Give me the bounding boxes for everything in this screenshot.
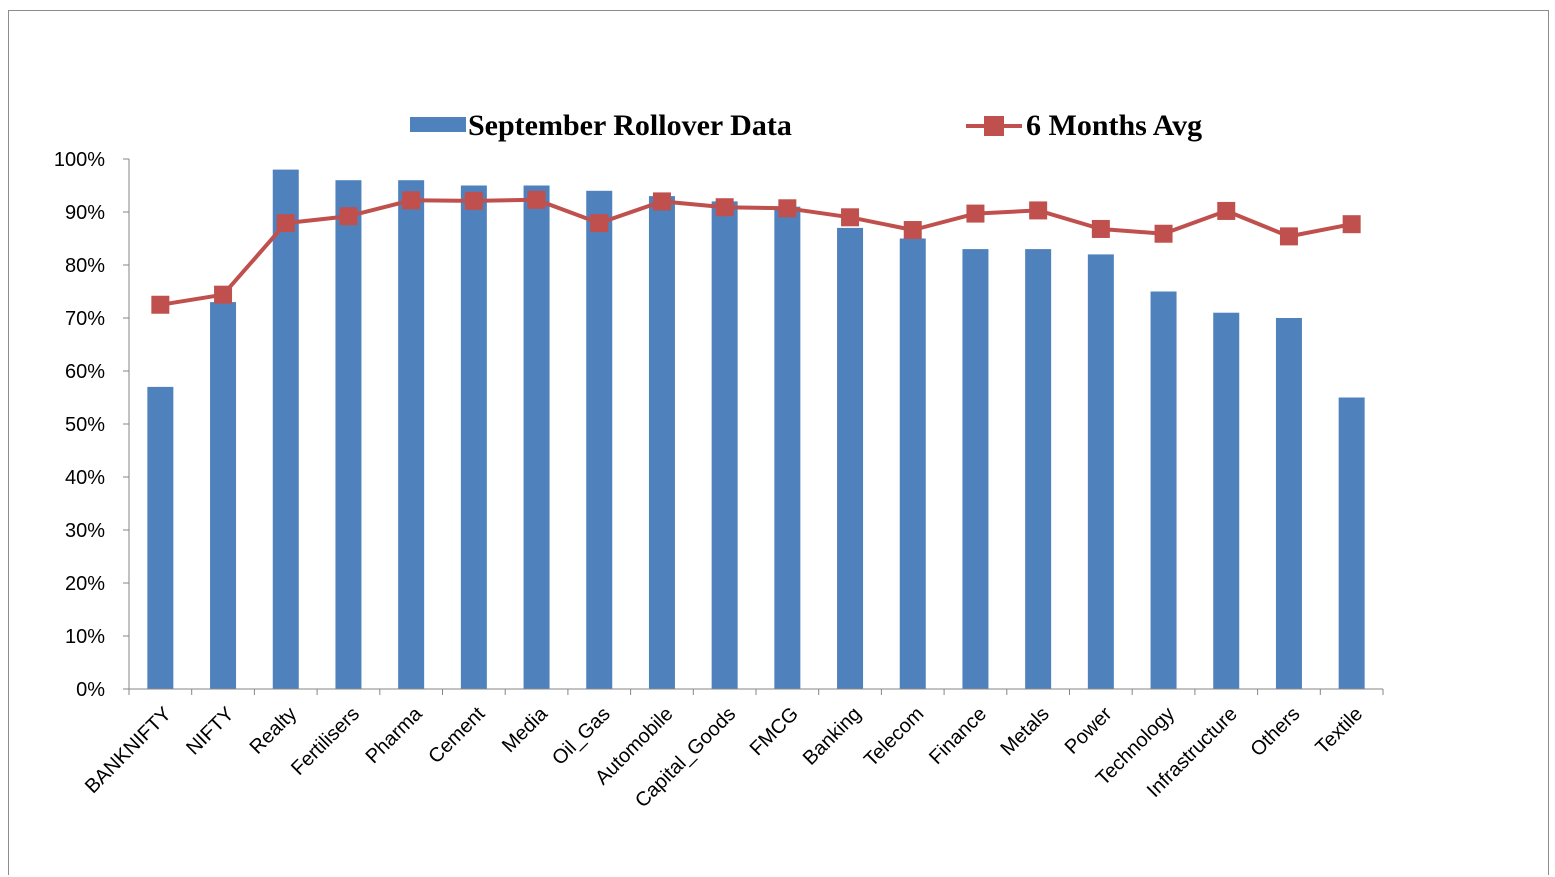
y-tick-label: 100%: [54, 149, 105, 171]
x-tick-label: Power: [1061, 703, 1117, 759]
bar: [523, 185, 550, 689]
bar: [837, 227, 864, 689]
y-tick-label: 40%: [65, 467, 105, 489]
line-marker: [778, 199, 797, 218]
legend-bar-label: September Rollover Data: [468, 109, 792, 142]
bar: [586, 190, 613, 690]
line-marker: [652, 192, 671, 211]
line-marker: [1279, 227, 1298, 246]
line-marker: [903, 221, 922, 240]
y-tick-label: 10%: [65, 626, 105, 648]
bar: [1338, 397, 1365, 689]
x-tick-label: Media: [498, 702, 553, 757]
line-marker: [715, 198, 734, 217]
bar: [210, 302, 237, 689]
y-tick-label: 20%: [65, 573, 105, 595]
bar: [711, 201, 738, 689]
line-marker: [966, 204, 985, 223]
y-tick-label: 60%: [65, 361, 105, 383]
bar: [272, 169, 299, 690]
legend-line-label: 6 Months Avg: [1026, 109, 1202, 142]
x-tick-label: FMCG: [746, 703, 803, 760]
line-series: [159, 197, 1353, 307]
y-tick-label: 50%: [65, 414, 105, 436]
bar: [648, 196, 675, 689]
y-tick-label: 30%: [65, 520, 105, 542]
bar: [460, 185, 487, 689]
bar: [335, 180, 362, 689]
line-marker: [214, 285, 233, 304]
x-tick-label: Cement: [424, 703, 489, 768]
y-tick-label: 90%: [65, 202, 105, 224]
line-marker: [276, 214, 295, 233]
x-tick-label: Others: [1246, 703, 1304, 761]
x-tick-label: BANKNIFTY: [81, 703, 176, 798]
x-tick-label: Finance: [925, 703, 991, 769]
line-marker: [1091, 219, 1110, 238]
line-marker: [402, 191, 421, 210]
x-tick-label: Metals: [996, 703, 1053, 760]
legend-line-marker: [984, 116, 1004, 136]
line-marker: [1154, 224, 1173, 243]
bar: [147, 386, 174, 689]
line-marker: [527, 190, 546, 209]
bar: [398, 180, 425, 689]
x-tick-label: Realty: [246, 703, 302, 759]
line-marker: [841, 208, 860, 227]
line-marker: [1342, 215, 1361, 234]
bar: [1275, 318, 1302, 689]
bar: [1025, 249, 1052, 689]
bar: [774, 206, 801, 689]
bar: [962, 249, 989, 689]
x-tick-label: Banking: [799, 703, 866, 770]
bar: [1213, 312, 1240, 689]
line-marker: [1029, 201, 1048, 220]
x-tick-label: Pharma: [362, 702, 428, 768]
line-marker: [1217, 201, 1236, 220]
line-marker: [151, 295, 170, 314]
line-marker: [464, 191, 483, 210]
y-tick-label: 0%: [76, 679, 105, 701]
x-tick-label: Fertilisers: [287, 703, 364, 780]
bar: [1150, 291, 1177, 689]
plot-area: 0% 10% 20% 30% 40% 50% 60% 70% 80% 90% 100% BANKNIF…: [54, 149, 1384, 812]
x-tick-label: Telecom: [860, 703, 928, 771]
line-marker: [590, 214, 609, 233]
y-tick-label: 80%: [65, 255, 105, 277]
bar: [1087, 254, 1114, 689]
x-tick-label: NIFTY: [182, 703, 238, 759]
line-marker: [339, 207, 358, 226]
y-tick-label: 70%: [65, 308, 105, 330]
x-tick-label: Textile: [1312, 703, 1368, 759]
bar: [899, 238, 926, 689]
legend: September Rollover Data 6 Months Avg: [410, 109, 1202, 142]
legend-bar-swatch: [410, 117, 466, 132]
